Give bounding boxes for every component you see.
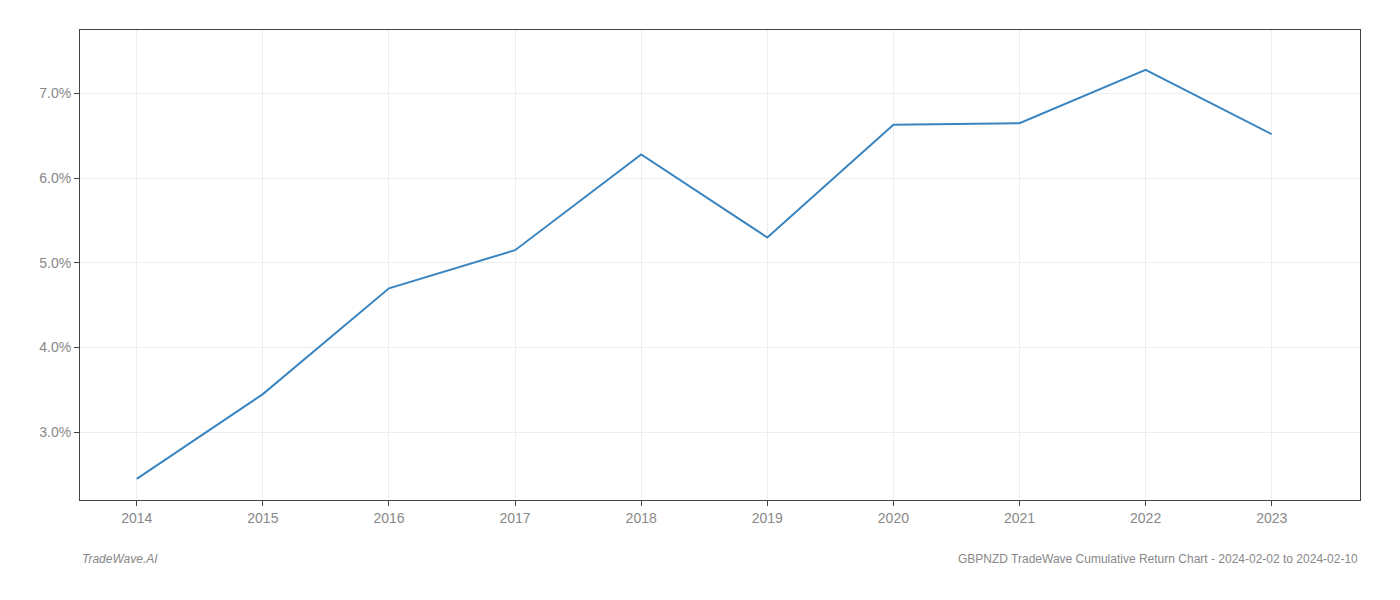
svg-text:2021: 2021 xyxy=(1004,510,1035,526)
svg-text:2014: 2014 xyxy=(121,510,152,526)
svg-text:3.0%: 3.0% xyxy=(39,424,71,440)
svg-text:2017: 2017 xyxy=(499,510,530,526)
svg-text:2022: 2022 xyxy=(1130,510,1161,526)
svg-text:6.0%: 6.0% xyxy=(39,170,71,186)
svg-text:7.0%: 7.0% xyxy=(39,85,71,101)
svg-text:GBPNZD TradeWave Cumulative Re: GBPNZD TradeWave Cumulative Return Chart… xyxy=(958,552,1358,566)
svg-text:4.0%: 4.0% xyxy=(39,339,71,355)
svg-text:2016: 2016 xyxy=(373,510,404,526)
svg-text:2020: 2020 xyxy=(878,510,909,526)
svg-text:TradeWave.AI: TradeWave.AI xyxy=(82,552,158,566)
svg-text:2019: 2019 xyxy=(752,510,783,526)
svg-text:2023: 2023 xyxy=(1256,510,1287,526)
svg-text:2015: 2015 xyxy=(247,510,278,526)
svg-text:2018: 2018 xyxy=(626,510,657,526)
svg-text:5.0%: 5.0% xyxy=(39,255,71,271)
